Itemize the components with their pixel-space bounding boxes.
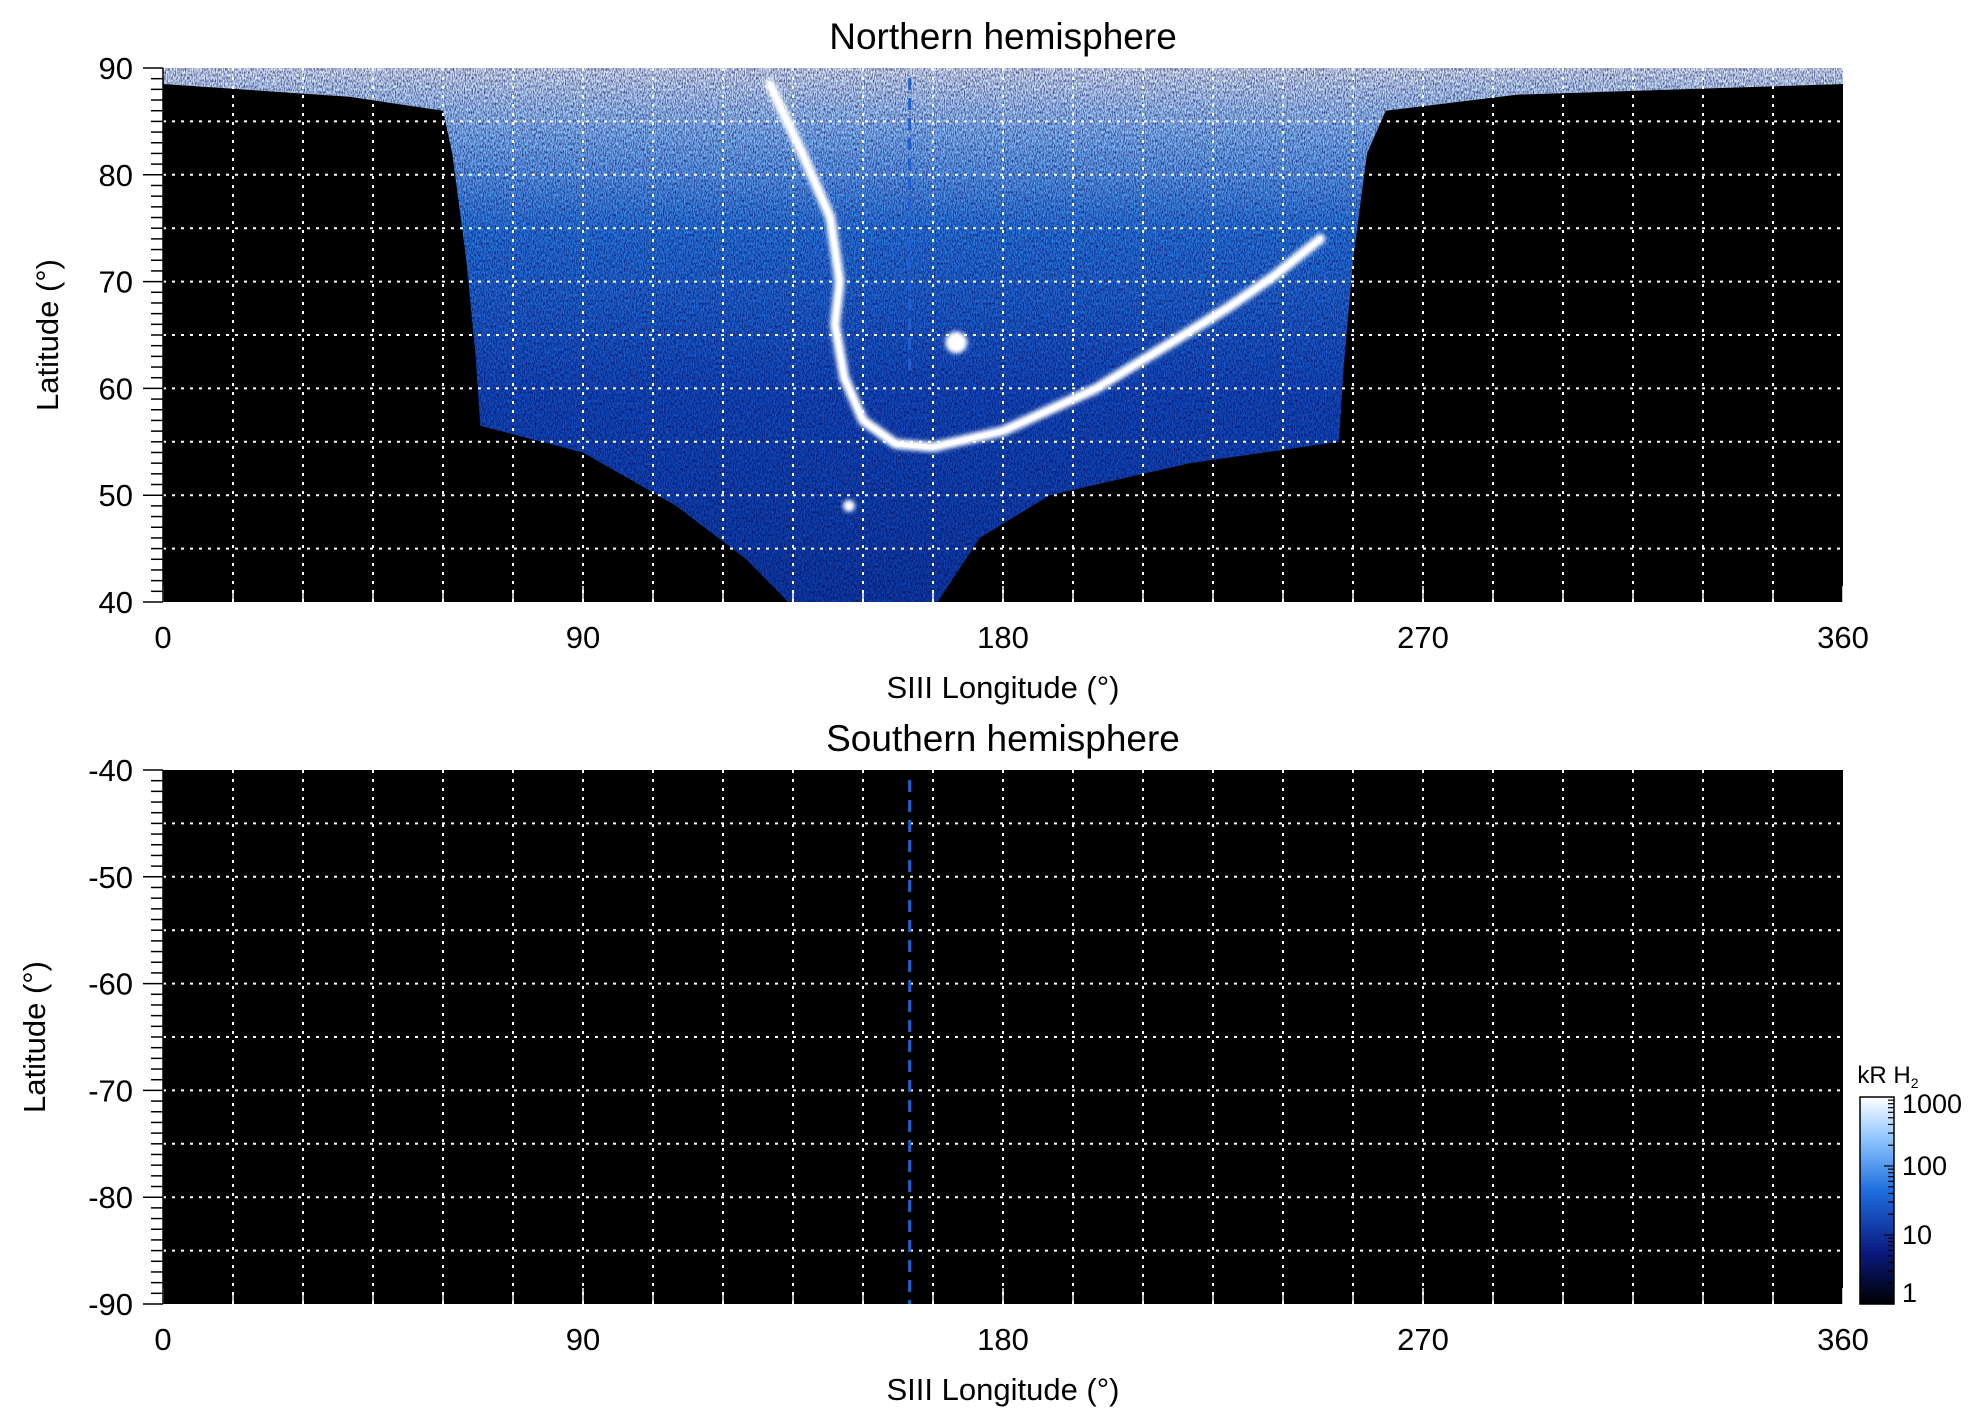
x-tick-label: 180 [977, 1322, 1029, 1357]
y-tick-label: -70 [88, 1073, 133, 1108]
y-tick-label: 90 [99, 51, 133, 86]
x-tick-label: 180 [977, 620, 1029, 655]
northern-grid [163, 68, 1843, 602]
colorbar-tick-label: 10 [1902, 1220, 1932, 1250]
main-auroral-oval-core [767, 82, 1323, 450]
x-tick-label: 270 [1397, 1322, 1449, 1357]
southern-hemisphere-panel: Southern hemisphere 0 90 180 270 360 -40-50-… [17, 718, 1869, 1407]
southern-y-axis-label: Latitude (°) [17, 961, 52, 1113]
y-tick-label: -50 [88, 860, 133, 895]
bright-spots [843, 331, 968, 512]
y-tick-label: 70 [99, 265, 133, 300]
y-tick-label: -40 [88, 753, 133, 788]
x-tick-label: 360 [1817, 620, 1869, 655]
x-tick-label: 0 [154, 1322, 171, 1357]
colorbar-gradient [1859, 1096, 1895, 1305]
y-tick-label: -90 [88, 1287, 133, 1322]
colorbar-tick-label: 1000 [1902, 1089, 1962, 1119]
northern-hemisphere-panel: Northern hemisphere 0 90 180 270 360 40 50 60 7… [30, 16, 1869, 705]
x-tick-label: 90 [566, 1322, 600, 1357]
bright-spot [945, 331, 968, 354]
colorbar-tick-label: 100 [1902, 1151, 1947, 1181]
southern-x-axis-label: SIII Longitude (°) [887, 1372, 1120, 1407]
x-tick-label: 0 [154, 620, 171, 655]
northern-x-axis-label: SIII Longitude (°) [887, 670, 1120, 705]
colorbar: kR H2 1 10 100 1000 [1857, 1062, 1962, 1308]
southern-x-ticks: 0 90 180 270 360 [154, 1288, 1869, 1357]
southern-y-ticks: -40 -50 -60 -70 -80 -90 [88, 753, 164, 1322]
x-tick-label: 270 [1397, 620, 1449, 655]
bright-spot [843, 499, 855, 512]
northern-y-axis-label: Latitude (°) [30, 259, 65, 411]
colorbar-ticks: 1 10 100 1000 [1884, 1089, 1962, 1308]
y-tick-label: 40 [99, 585, 133, 620]
colorbar-tick-label: 1 [1902, 1278, 1917, 1308]
y-tick-label: 50 [99, 478, 133, 513]
northern-y-ticks: 40 50 60 70 80 90 [99, 51, 164, 620]
y-tick-label: 60 [99, 371, 133, 406]
y-tick-label: -80 [88, 1180, 133, 1215]
northern-panel-title: Northern hemisphere [829, 16, 1177, 57]
y-tick-label: -60 [88, 967, 133, 1002]
northern-x-ticks: 0 90 180 270 360 [154, 586, 1869, 655]
colorbar-title: kR H2 [1857, 1062, 1918, 1091]
x-tick-label: 360 [1817, 1322, 1869, 1357]
y-tick-label: 80 [99, 158, 133, 193]
southern-panel-title: Southern hemisphere [826, 718, 1180, 759]
southern-grid [163, 770, 1843, 1304]
x-tick-label: 90 [566, 620, 600, 655]
